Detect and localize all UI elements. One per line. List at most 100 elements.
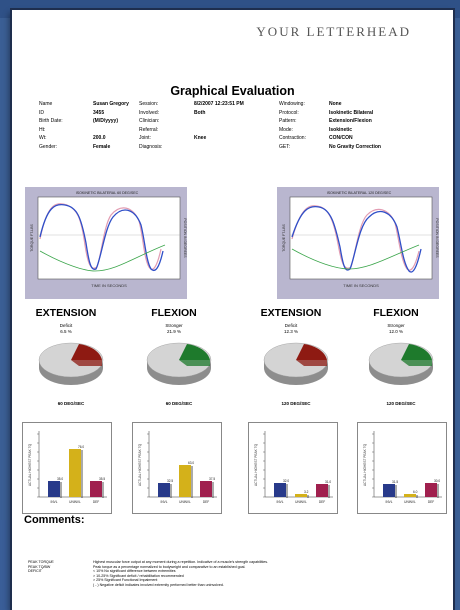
bar [316, 484, 328, 497]
bar-value-label: 63.0 [188, 461, 194, 465]
pie-status: Stronger [387, 323, 405, 328]
bar-category-label: UNINVL [295, 500, 307, 504]
bar-value-label: 76.0 [78, 445, 84, 449]
footnotes: PEAK TORQUE Highest muscular force output… [28, 560, 428, 587]
pie-status: Deficit [59, 323, 73, 328]
peak-torque-bar-chart: ACTUAL HIGHEST PEAK TQ 31.5 INVL 6.0 UNINVL 3… [357, 422, 447, 514]
bar-value-label: 3.2 [304, 490, 309, 494]
torque-chart-60: ISOKINETIC BILATERAL 60 DEG/SEC TIME IN … [25, 187, 187, 299]
bar [179, 465, 191, 497]
comments-title: Comments: [24, 514, 85, 526]
bar-value-label: 6.0 [413, 490, 418, 494]
info-key: Wt: [39, 135, 47, 141]
pie-percent: 12.3 % [283, 329, 298, 334]
pie-slice [296, 344, 327, 360]
bar-value-label: 32.5 [167, 479, 173, 483]
footnote-text: Highest muscular force output at any mom… [93, 560, 269, 564]
x-axis-label: TIME IN SECONDS [343, 283, 379, 288]
info-key: Windowing: [279, 101, 305, 107]
bar-y-label: ACTUAL HIGHEST PEAK TQ [28, 443, 32, 486]
bar-y-label: ACTUAL HIGHEST PEAK TQ [138, 443, 142, 486]
peak-torque-bar-chart: ACTUAL HIGHEST PEAK TQ 32.0 INVL 3.2 UNINVL 3… [248, 422, 338, 514]
y-axis-right-label: POSITION IN DEGREES [183, 218, 187, 258]
bar-category-label: DEF [319, 500, 325, 504]
bar [274, 483, 286, 497]
pie-percent: 21.9 % [166, 329, 181, 334]
bar [90, 481, 102, 497]
footnote-row: PEAK TORQUE Highest muscular force output… [28, 560, 428, 565]
bar-category-label: INVL [160, 500, 167, 504]
report-sheet: YOUR LETTERHEAD Graphical Evaluation Nam… [12, 10, 453, 610]
info-value: Both [194, 109, 206, 116]
info-value: No Gravity Correction [329, 143, 381, 150]
pie-slice [401, 344, 432, 360]
footnote-row: > 25% Significant Functional Impairment [28, 578, 428, 583]
info-key: Contraction: [279, 135, 306, 141]
x-axis-label: TIME IN SECONDS [91, 283, 127, 288]
pie-slice [71, 344, 102, 360]
info-value: None [329, 101, 342, 107]
bar-y-label: ACTUAL HIGHEST PEAK TQ [254, 443, 258, 486]
bar [383, 484, 395, 497]
info-key: Involved: [139, 109, 160, 116]
info-key: Ht: [39, 126, 46, 133]
pie-percent: 6.5 % [60, 329, 72, 334]
info-row: Gender: Female Diagnosis: GET: No Gravity Co… [39, 143, 439, 152]
patient-info-table: Name Susan Gregory Session: 8/2/2007 12:23:… [39, 100, 439, 151]
info-value: 200.0 [93, 135, 106, 141]
pie-status: Stronger [165, 323, 183, 328]
bar [69, 449, 81, 497]
pie-speed-label: 120 DEG/SEC [386, 401, 416, 406]
footnote-row: > 10-25% Significant deficit / rehabilit… [28, 574, 428, 579]
pie-speed-label: 60 DEG/SEC [165, 401, 193, 406]
info-key: Diagnosis: [139, 143, 163, 150]
pie-title: EXTENSION [260, 307, 322, 319]
info-key: Joint: [139, 135, 151, 141]
footnote-text: > 10-25% Significant deficit / rehabilit… [93, 573, 184, 578]
footnote-text: > 25% Significant Functional Impairment [93, 578, 158, 582]
pie-title: EXTENSION [35, 307, 97, 319]
pie-status: Deficit [284, 323, 298, 328]
bar [425, 483, 437, 497]
bar-value-label: 31.5 [392, 480, 398, 484]
bar-category-label: INVL [276, 500, 283, 504]
footnote-term: PEAK TQ/BW [28, 564, 51, 569]
info-value: CON/CON [329, 135, 353, 141]
info-row: ID 3455 Involved: Both Protocol: Isokinetic B… [39, 109, 439, 118]
info-key: Clinician: [139, 118, 160, 124]
bar [200, 481, 212, 497]
bar-value-label: 30.0 [434, 479, 440, 483]
info-value: Extension/Flexion [329, 118, 372, 124]
pie-percent: 12.0 % [388, 329, 403, 334]
footnote-row: DEFICIT < 10% No significant difference b… [28, 569, 428, 574]
pie-chart [261, 338, 331, 390]
bar-category-label: INVL [50, 500, 57, 504]
info-key: Referral: [139, 126, 159, 133]
torque-chart-120: ISOKINETIC BILATERAL 120 DEG/SEC TIME IN… [277, 187, 439, 299]
bar [158, 483, 170, 497]
info-value: Female [93, 143, 111, 150]
bar-value-label: 35.5 [99, 477, 105, 481]
y-axis-right-label: POSITION IN DEGREES [435, 218, 439, 258]
pie-chart [36, 338, 106, 390]
footnote-text: ( - ) Negative deficit indicates involve… [93, 582, 224, 587]
bar [48, 481, 60, 497]
footnote-row: ( - ) Negative deficit indicates involve… [28, 583, 428, 588]
info-value: Isokinetic [329, 126, 353, 133]
bar-category-label: DEF [428, 500, 434, 504]
info-key: ID [39, 109, 44, 116]
bar-value-label: 32.0 [283, 479, 289, 483]
info-row: Ht: Referral: Mode: Isokinetic [39, 126, 439, 135]
info-value: Susan Gregory [93, 101, 129, 107]
info-value: Knee [194, 135, 207, 141]
footnote-text: Peak torque as a percentage normalized t… [93, 564, 246, 569]
info-value: Isokinetic Bilateral [329, 109, 374, 116]
info-key: Name [39, 101, 53, 107]
peak-torque-bar-chart: ACTUAL HIGHEST PEAK TQ 32.5 INVL 63.0 UNINVL… [132, 422, 222, 514]
bar-value-label: 35.0 [57, 477, 63, 481]
bar-category-label: INVL [385, 500, 392, 504]
info-row: Wt: 200.0 Joint: Knee Contraction: CON/CON [39, 134, 439, 143]
peak-torque-bar-chart: ACTUAL HIGHEST PEAK TQ 35.0 INVL 76.0 UNINVL… [22, 422, 112, 514]
chart-header: ISOKINETIC BILATERAL 60 DEG/SEC [76, 191, 139, 195]
pie-slice [179, 344, 210, 360]
